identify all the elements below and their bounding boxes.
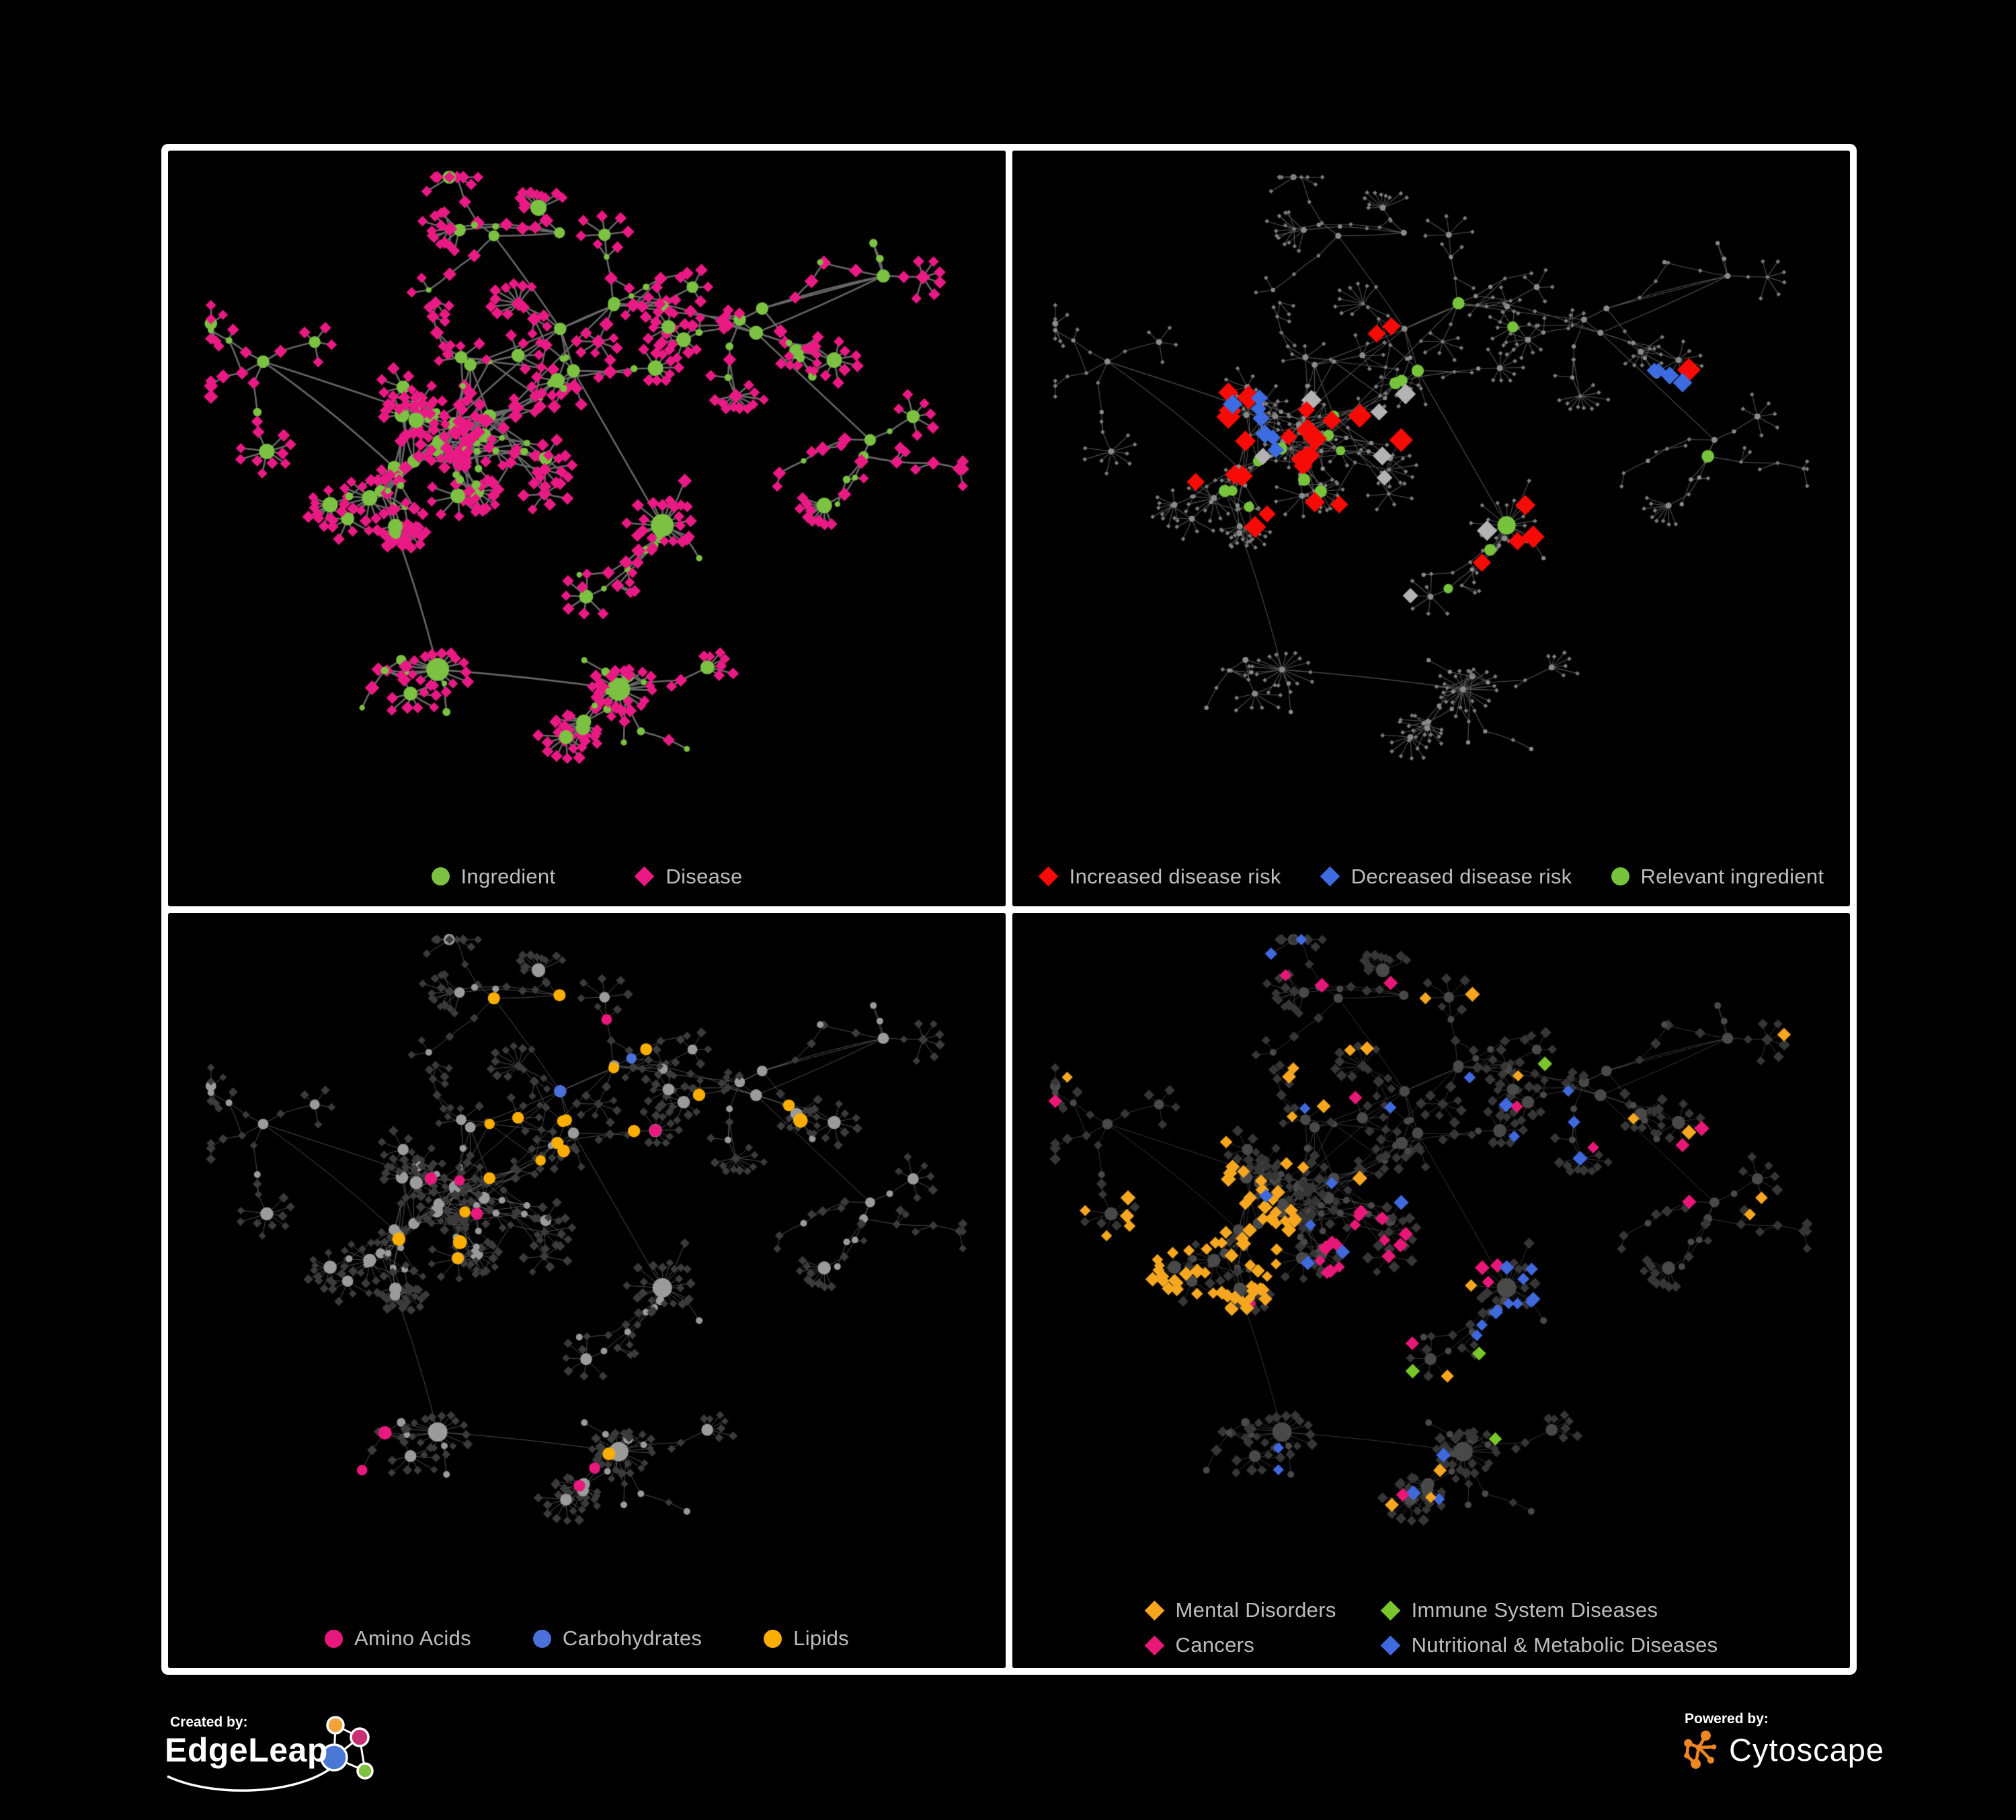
immune-diseases-diamond-marker (1380, 1600, 1400, 1620)
legend-label-amino-acids: Amino Acids (354, 1626, 471, 1650)
legend-label-nutritional-metabolic-diseases: Nutritional & Metabolic Diseases (1411, 1633, 1718, 1657)
panel-disease-class-network: Mental Disorders Cancers Immune System D… (1012, 912, 1850, 1668)
disease-diamond-marker (635, 866, 655, 887)
legend-label-carbohydrates: Carbohydrates (562, 1626, 702, 1650)
panel-nutrient-class-network: Amino Acids Carbohydrates Lipids (168, 912, 1006, 1668)
cytoscape-logo (1684, 1731, 1717, 1769)
network-canvas-disease-classes (1012, 912, 1850, 1668)
brand-powered-by: Powered by: Cytoscape (1682, 1711, 1884, 1769)
cytoscape-wordmark: Cytoscape (1729, 1731, 1885, 1768)
edgeleap-wordmark: EdgeLeap (165, 1731, 328, 1769)
increased-risk-diamond-marker (1038, 866, 1059, 887)
legend-label-lipids: Lipids (793, 1626, 849, 1650)
panel-ingredient-disease-network: Ingredient Disease (168, 151, 1006, 906)
legend-item-cancers: Cancers (1144, 1633, 1336, 1657)
legend-item-nutritional-metabolic-diseases: Nutritional & Metabolic Diseases (1380, 1633, 1718, 1657)
legend-label-immune-system-diseases: Immune System Diseases (1411, 1598, 1658, 1622)
legend-item-relevant-ingredient: Relevant ingredient (1611, 865, 1824, 889)
cancers-diamond-marker (1144, 1635, 1164, 1655)
brand-created-by: Created by: EdgeLeap (163, 1713, 412, 1795)
relevant-ingredient-circle-marker (1611, 867, 1629, 885)
network-canvas-nutrient-classes (168, 912, 1006, 1668)
legend-item-ingredient: Ingredient (431, 864, 556, 889)
legend-item-decreased-risk: Decreased disease risk (1320, 865, 1572, 889)
legend-label-relevant-ingredient: Relevant ingredient (1640, 864, 1824, 888)
carbohydrates-circle-marker (532, 1629, 551, 1648)
legend-label-ingredient: Ingredient (460, 864, 556, 888)
legend-item-disease: Disease (635, 865, 742, 889)
panel-disease-risk-network: Increased disease risk Decreased disease… (1012, 151, 1850, 906)
legend-label-increased-risk: Increased disease risk (1069, 864, 1281, 888)
legend-nutrient-classes: Amino Acids Carbohydrates Lipids (168, 1626, 1006, 1651)
legend-item-amino-acids: Amino Acids (325, 1626, 471, 1651)
cytoscape-lockup: Cytoscape (1682, 1730, 1884, 1769)
legend-label-cancers: Cancers (1175, 1633, 1255, 1657)
legend-disease-risk: Increased disease risk Decreased disease… (1012, 865, 1850, 889)
nutritional-metabolic-diamond-marker (1380, 1635, 1400, 1655)
amino-acids-circle-marker (325, 1629, 344, 1648)
legend-disease-classes: Mental Disorders Cancers Immune System D… (1012, 1598, 1850, 1657)
legend-label-decreased-risk: Decreased disease risk (1350, 864, 1572, 888)
powered-by-label: Powered by: (1685, 1711, 1769, 1727)
edgeleap-logo (167, 1716, 374, 1792)
network-canvas-disease-risk (1012, 151, 1850, 906)
legend-label-disease: Disease (666, 864, 743, 888)
legend-item-lipids: Lipids (764, 1626, 849, 1651)
legend-ingredient-disease: Ingredient Disease (168, 865, 1006, 889)
decreased-risk-diamond-marker (1320, 866, 1340, 887)
legend-item-increased-risk: Increased disease risk (1038, 864, 1281, 889)
figure-grid: Ingredient Disease Increased disease ris… (161, 144, 1857, 1675)
network-canvas-ingredient-disease (168, 151, 1006, 906)
mental-disorders-diamond-marker (1144, 1600, 1164, 1620)
ingredient-circle-marker (431, 867, 450, 885)
created-by-label: Created by: (170, 1714, 248, 1730)
lipids-circle-marker (764, 1629, 782, 1648)
legend-item-carbohydrates: Carbohydrates (532, 1626, 702, 1651)
legend-item-mental-disorders: Mental Disorders (1144, 1598, 1336, 1622)
legend-item-immune-system-diseases: Immune System Diseases (1380, 1598, 1718, 1622)
legend-label-mental-disorders: Mental Disorders (1175, 1598, 1336, 1622)
